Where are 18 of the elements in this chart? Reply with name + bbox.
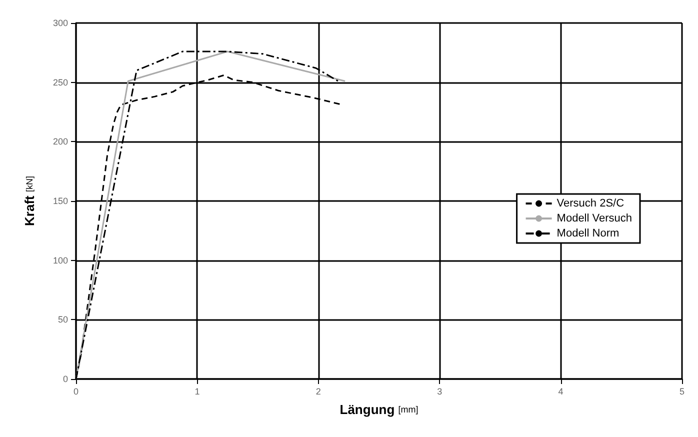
y-tick-label: 100 — [52, 255, 68, 266]
x-tick-label: 1 — [194, 386, 200, 396]
y-tick-label: 200 — [52, 136, 68, 147]
x-tick-label: 2 — [316, 386, 321, 396]
legend-label: Modell Norm — [556, 228, 620, 240]
y-axis-title: Kraft [kN] — [22, 176, 37, 226]
x-tick-label: 0 — [73, 386, 79, 396]
y-tick-label: 150 — [52, 196, 68, 206]
x-tick-label: 3 — [437, 386, 442, 396]
x-axis-title: Längung [mm] — [340, 402, 418, 417]
y-tick-label: 0 — [62, 374, 68, 384]
y-tick-label: 50 — [58, 314, 68, 325]
x-tick-label: 4 — [558, 386, 564, 396]
x-tick-label: 5 — [679, 386, 685, 396]
legend-label: Modell Versuch — [556, 212, 632, 224]
y-tick-label: 250 — [52, 77, 68, 88]
legend-label: Versuch 2S/C — [556, 198, 624, 210]
y-tick-label: 300 — [52, 18, 68, 28]
